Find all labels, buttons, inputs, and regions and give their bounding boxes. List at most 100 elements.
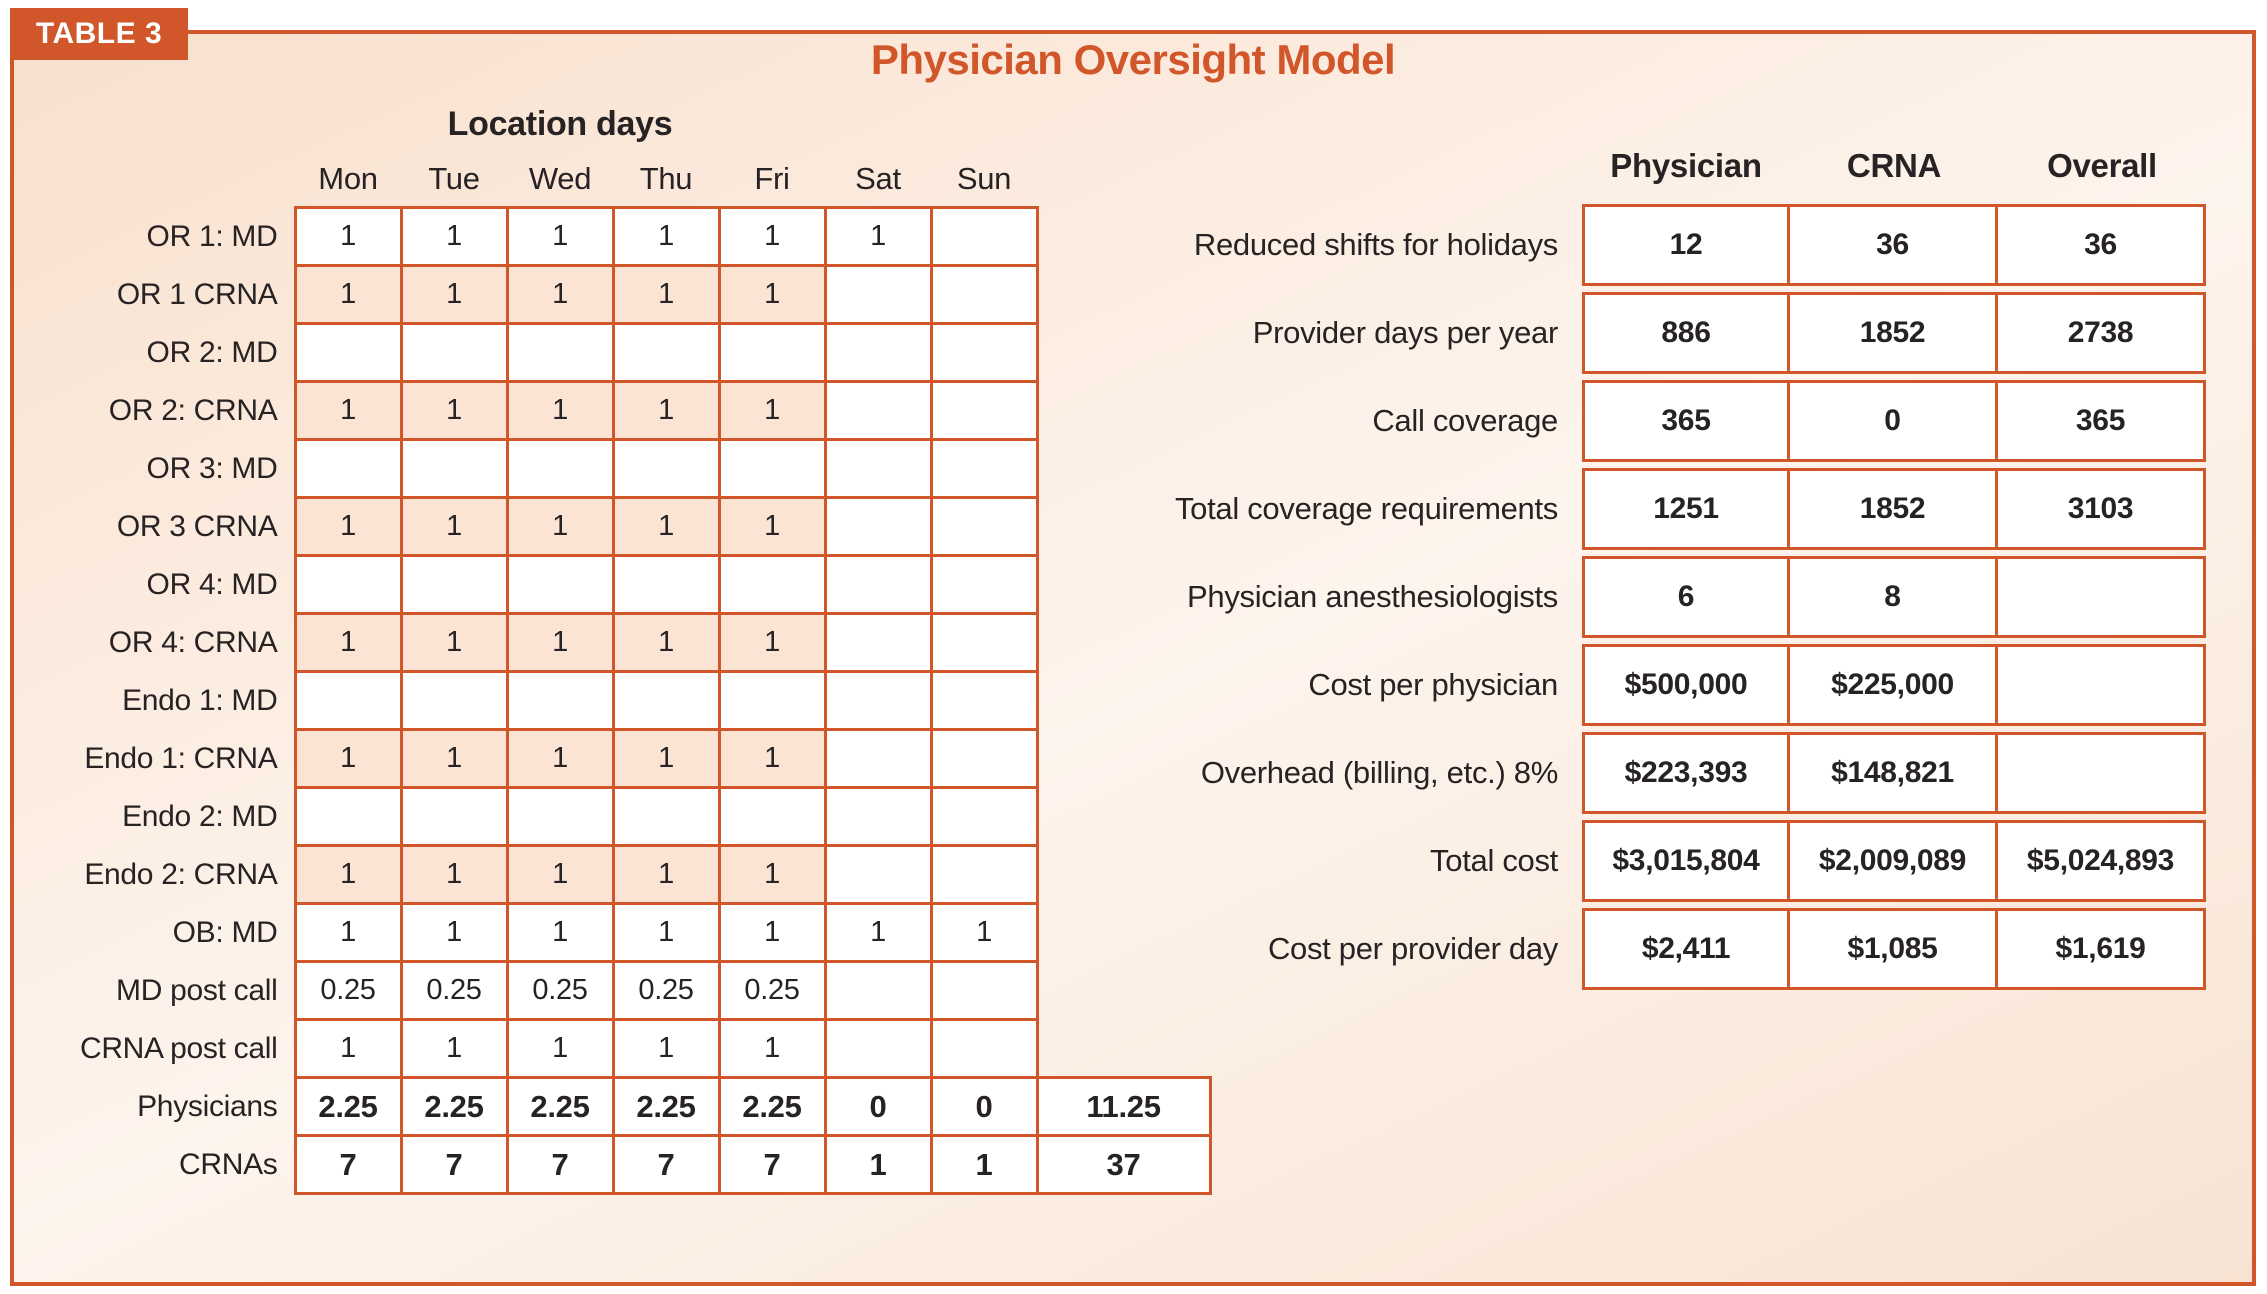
schedule-cell: 1 [717, 728, 827, 789]
summary-value-cell: 886 [1582, 292, 1790, 374]
schedule-cell [505, 670, 615, 731]
schedule-cell: 0.25 [399, 960, 509, 1021]
schedule-cell: 2.25 [505, 1076, 615, 1137]
schedule-cell: 1 [399, 496, 509, 557]
schedule-row-label: CRNAs [178, 1147, 278, 1181]
schedule-cell [399, 322, 509, 383]
schedule-cell: 0 [929, 1076, 1039, 1137]
summary-value-cell: 0 [1790, 380, 1998, 462]
summary-value-cell [1998, 556, 2206, 638]
schedule-cell: 1 [611, 728, 721, 789]
summary-row: Total cost $3,015,804 $2,009,089 $5,024,893 [1145, 820, 2206, 902]
schedule-cell [505, 438, 615, 499]
schedule-row-label: OR 3: MD [146, 451, 278, 485]
summary-row-label: Physician anesthesiologists [1187, 579, 1558, 614]
summary-value-cell: $500,000 [1582, 644, 1790, 726]
schedule-cell: 1 [611, 264, 721, 325]
day-header-fri: Fri [754, 161, 790, 196]
schedule-cell [929, 496, 1039, 557]
schedule-row-label: CRNA post call [79, 1031, 278, 1065]
schedule-row-label: Endo 2: CRNA [84, 857, 278, 891]
summary-row-label: Overhead (billing, etc.) 8% [1200, 755, 1558, 790]
schedule-row: OR 2: CRNA 1 1 1 1 1 [30, 380, 1210, 441]
schedule-row-label: Endo 1: MD [122, 683, 278, 717]
day-header-tue: Tue [428, 161, 480, 196]
weekly-schedule-table: Location days Mon Tue Wed Thu Fri Sat Sun OR 1… [30, 96, 1212, 1195]
schedule-cell [823, 670, 933, 731]
schedule-row-label: Endo 2: MD [122, 799, 278, 833]
schedule-cell [823, 844, 933, 905]
summary-header-spacer [1145, 134, 1582, 198]
summary-row: Cost per provider day $2,411 $1,085 $1,619 [1145, 908, 2206, 990]
schedule-row-label: Physicians [137, 1089, 278, 1123]
schedule-cell [823, 554, 933, 615]
summary-table: Physician CRNA Overall Reduced shifts for h… [1145, 128, 2206, 996]
summary-value-cell: $225,000 [1790, 644, 1998, 726]
schedule-cell: 1 [399, 844, 509, 905]
summary-row: Reduced shifts for holidays 12 36 36 [1145, 204, 2206, 286]
schedule-cell: 2.25 [399, 1076, 509, 1137]
schedule-cell: 7 [505, 1134, 615, 1195]
schedule-cell: 1 [611, 206, 721, 267]
schedule-row-label: Endo 1: CRNA [84, 741, 278, 775]
schedule-cell [505, 322, 615, 383]
schedule-cell [505, 554, 615, 615]
schedule-cell: 1 [823, 206, 933, 267]
schedule-cell [929, 728, 1039, 789]
schedule-cell: 1 [505, 728, 615, 789]
schedule-cell [611, 786, 721, 847]
day-header-row: Mon Tue Wed Thu Fri Sat Sun [30, 152, 1212, 206]
summary-col-header-physician: Physician [1610, 147, 1762, 184]
summary-value-cell: 8 [1790, 556, 1998, 638]
summary-value-cell: $223,393 [1582, 732, 1790, 814]
schedule-cell [717, 438, 827, 499]
schedule-cell: 1 [399, 206, 509, 267]
schedule-cell: 1 [293, 902, 403, 963]
schedule-cell: 1 [293, 380, 403, 441]
schedule-cell: 1 [293, 496, 403, 557]
summary-value-cell: 365 [1998, 380, 2206, 462]
schedule-cell [929, 960, 1039, 1021]
schedule-cell [823, 1018, 933, 1079]
schedule-cell: 1 [611, 1018, 721, 1079]
schedule-row-label: MD post call [116, 973, 278, 1007]
schedule-cell [929, 612, 1039, 673]
summary-row-label: Provider days per year [1252, 315, 1559, 350]
schedule-cell: 1 [293, 206, 403, 267]
summary-value-cell: $1,619 [1998, 908, 2206, 990]
schedule-cell: 0.25 [717, 960, 827, 1021]
schedule-cell [399, 670, 509, 731]
schedule-cell: 1 [929, 902, 1039, 963]
schedule-cell: 1 [399, 1018, 509, 1079]
schedule-cell [293, 554, 403, 615]
schedule-cell [293, 438, 403, 499]
summary-row: Total coverage requirements 1251 1852 3103 [1145, 468, 2206, 550]
schedule-row: OR 1: MD 1 1 1 1 1 1 [30, 206, 1210, 267]
schedule-cell: 1 [399, 612, 509, 673]
schedule-cell: 1 [611, 844, 721, 905]
schedule-cell: 1 [611, 902, 721, 963]
schedule-cell: 1 [399, 728, 509, 789]
schedule-cell: 2.25 [293, 1076, 403, 1137]
schedule-row: Endo 1: CRNA 1 1 1 1 1 [30, 728, 1210, 789]
schedule-cell: 1 [823, 1134, 933, 1195]
schedule-row-label: OR 2: MD [146, 335, 278, 369]
summary-value-cell: 365 [1582, 380, 1790, 462]
schedule-cell: 7 [293, 1134, 403, 1195]
summary-value-cell [1998, 732, 2206, 814]
schedule-row-label: OR 4: MD [146, 567, 278, 601]
schedule-cell: 1 [611, 380, 721, 441]
schedule-cell [929, 554, 1039, 615]
schedule-cell: 1 [293, 612, 403, 673]
summary-row: Physician anesthesiologists 6 8 [1145, 556, 2206, 638]
schedule-row-label: OR 3 CRNA [116, 509, 278, 543]
schedule-cell [929, 438, 1039, 499]
summary-col-header-crna: CRNA [1846, 147, 1942, 184]
summary-value-cell: 2738 [1998, 292, 2206, 374]
schedule-cell [717, 670, 827, 731]
schedule-row: Endo 1: MD [30, 670, 1210, 731]
location-days-header: Location days [447, 104, 673, 143]
schedule-cell [929, 322, 1039, 383]
schedule-cell: 0.25 [611, 960, 721, 1021]
schedule-cell: 2.25 [611, 1076, 721, 1137]
